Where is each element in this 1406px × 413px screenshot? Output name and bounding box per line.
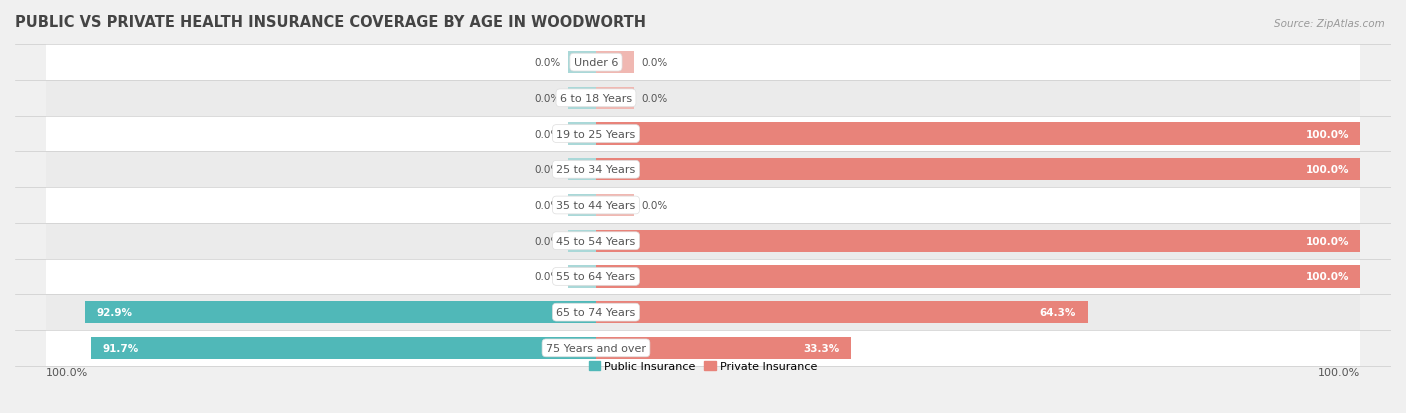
Text: 33.3%: 33.3%	[803, 343, 839, 353]
Text: 91.7%: 91.7%	[103, 343, 139, 353]
Text: 25 to 34 Years: 25 to 34 Years	[557, 165, 636, 175]
Bar	[596, 52, 634, 74]
Text: 100.0%: 100.0%	[45, 367, 87, 377]
FancyBboxPatch shape	[45, 330, 1361, 366]
Bar	[568, 230, 596, 252]
Text: 55 to 64 Years: 55 to 64 Years	[557, 272, 636, 282]
Bar	[596, 159, 1361, 181]
Bar	[568, 195, 596, 216]
FancyBboxPatch shape	[45, 188, 1361, 223]
Bar	[596, 337, 851, 359]
Text: 35 to 44 Years: 35 to 44 Years	[557, 200, 636, 211]
Text: 100.0%: 100.0%	[1305, 165, 1348, 175]
Bar	[596, 123, 1361, 145]
FancyBboxPatch shape	[45, 294, 1361, 330]
Text: Under 6: Under 6	[574, 58, 619, 68]
Text: Source: ZipAtlas.com: Source: ZipAtlas.com	[1274, 19, 1385, 28]
Text: 64.3%: 64.3%	[1039, 307, 1076, 317]
FancyBboxPatch shape	[45, 152, 1361, 188]
Text: 65 to 74 Years: 65 to 74 Years	[557, 307, 636, 317]
FancyBboxPatch shape	[45, 116, 1361, 152]
FancyBboxPatch shape	[45, 259, 1361, 294]
FancyBboxPatch shape	[45, 81, 1361, 116]
Text: 0.0%: 0.0%	[534, 272, 561, 282]
Text: 0.0%: 0.0%	[534, 94, 561, 104]
Text: 45 to 54 Years: 45 to 54 Years	[557, 236, 636, 246]
Text: 100.0%: 100.0%	[1305, 272, 1348, 282]
Bar	[596, 266, 1361, 288]
Bar	[568, 159, 596, 181]
Bar	[596, 88, 634, 109]
Bar	[91, 337, 596, 359]
Text: 0.0%: 0.0%	[534, 129, 561, 139]
Text: 0.0%: 0.0%	[534, 200, 561, 211]
Text: 0.0%: 0.0%	[534, 165, 561, 175]
Bar	[84, 301, 596, 323]
Text: 100.0%: 100.0%	[1319, 367, 1361, 377]
Bar	[568, 52, 596, 74]
Text: 0.0%: 0.0%	[643, 200, 668, 211]
FancyBboxPatch shape	[45, 223, 1361, 259]
Bar	[596, 301, 1087, 323]
Text: 0.0%: 0.0%	[643, 58, 668, 68]
Text: 19 to 25 Years: 19 to 25 Years	[557, 129, 636, 139]
Text: 6 to 18 Years: 6 to 18 Years	[560, 94, 633, 104]
Text: 92.9%: 92.9%	[96, 307, 132, 317]
Bar	[568, 123, 596, 145]
Text: 100.0%: 100.0%	[1305, 236, 1348, 246]
Text: 0.0%: 0.0%	[643, 94, 668, 104]
Bar	[568, 266, 596, 288]
Text: 0.0%: 0.0%	[534, 236, 561, 246]
Bar	[568, 88, 596, 109]
FancyBboxPatch shape	[45, 45, 1361, 81]
Text: 75 Years and over: 75 Years and over	[546, 343, 645, 353]
Legend: Public Insurance, Private Insurance: Public Insurance, Private Insurance	[583, 357, 823, 376]
Text: 0.0%: 0.0%	[534, 58, 561, 68]
Bar	[596, 230, 1361, 252]
Text: PUBLIC VS PRIVATE HEALTH INSURANCE COVERAGE BY AGE IN WOODWORTH: PUBLIC VS PRIVATE HEALTH INSURANCE COVER…	[15, 15, 645, 30]
Bar	[596, 195, 634, 216]
Text: 100.0%: 100.0%	[1305, 129, 1348, 139]
